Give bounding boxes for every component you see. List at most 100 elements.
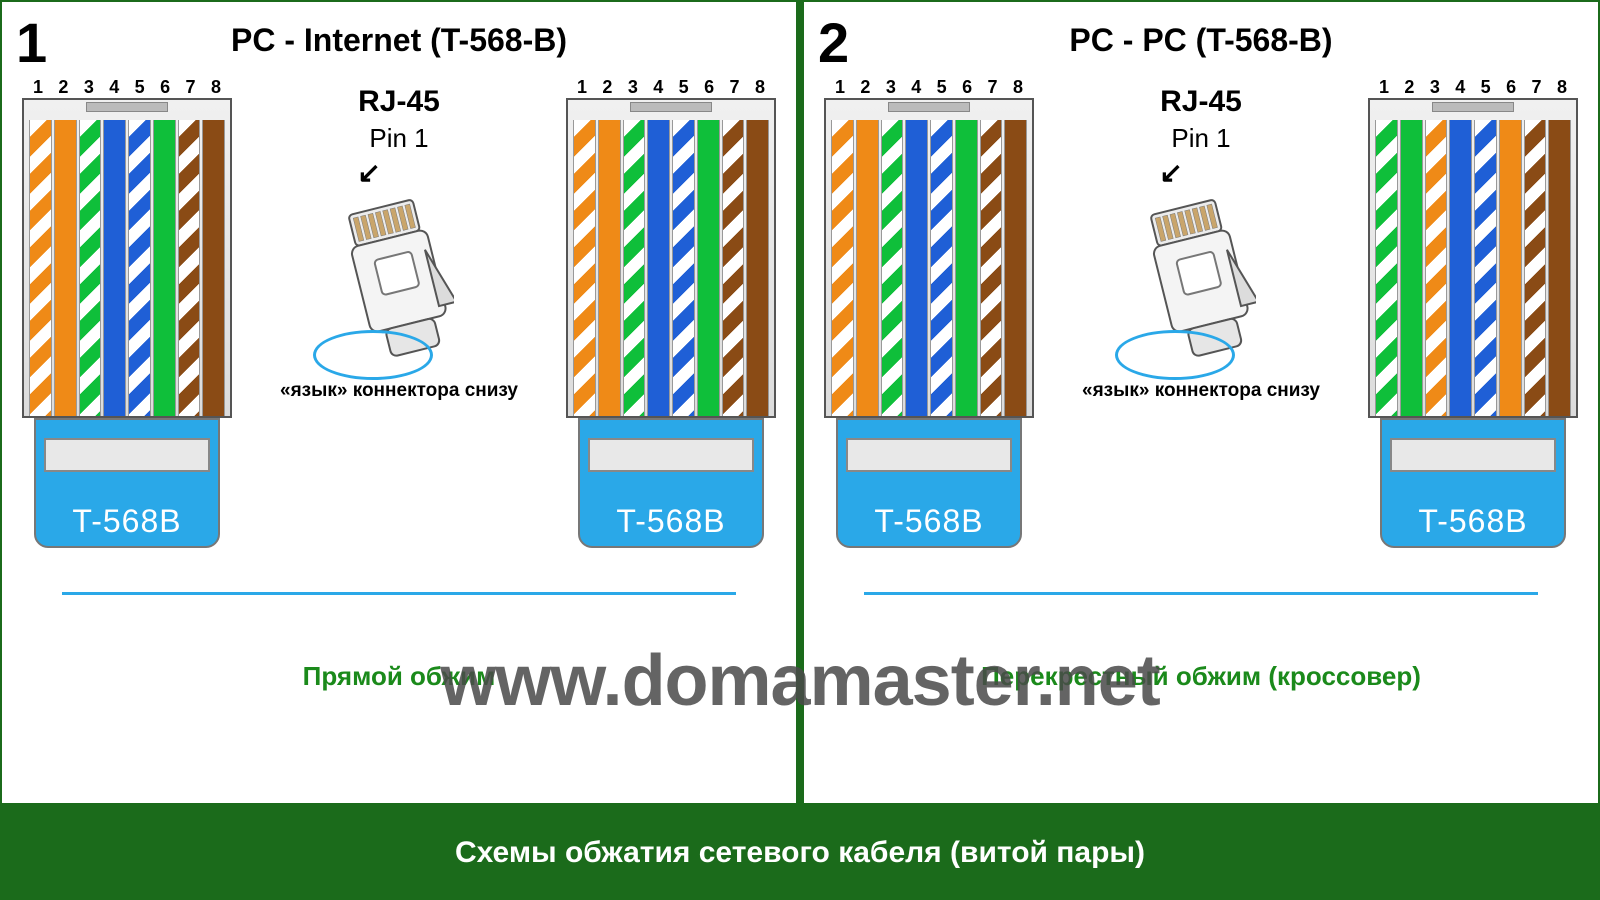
- pin-number: 5: [128, 77, 152, 98]
- pin-number: 5: [1474, 77, 1498, 98]
- wire-pin-4: [905, 120, 928, 416]
- cable-line: [864, 592, 1538, 595]
- wire-pin-2: [1400, 120, 1423, 416]
- pin-number: 8: [1550, 77, 1574, 98]
- wire-pin-3: [1425, 120, 1448, 416]
- pin-number: 8: [204, 77, 228, 98]
- pin-number: 2: [51, 77, 75, 98]
- pin-number: 4: [102, 77, 126, 98]
- pin-number: 6: [1499, 77, 1523, 98]
- wire-pin-6: [153, 120, 176, 416]
- pin-number: 3: [77, 77, 101, 98]
- arrow-icon: ↙: [1041, 156, 1301, 189]
- pin-number: 1: [1372, 77, 1396, 98]
- pin-number: 7: [981, 77, 1005, 98]
- wire-pin-1: [573, 120, 596, 416]
- pin-number: 2: [853, 77, 877, 98]
- boot-label: T-568B: [72, 503, 181, 540]
- wire-pin-6: [697, 120, 720, 416]
- pin-number: 5: [930, 77, 954, 98]
- pin-number: 7: [179, 77, 203, 98]
- pin-number: 1: [570, 77, 594, 98]
- panel-number: 2: [818, 10, 849, 75]
- panel-1: 1 PC - Internet (T-568-B) 12345678 T-568…: [2, 2, 796, 803]
- rj-label: RJ-45: [269, 85, 529, 119]
- pin-number: 2: [595, 77, 619, 98]
- plug-head: [824, 98, 1034, 418]
- plug-head: [566, 98, 776, 418]
- panel-number: 1: [16, 10, 47, 75]
- panel-2: 2 PC - PC (T-568-B) 12345678 T-568B RJ-4…: [796, 2, 1598, 803]
- rj45-connector: 12345678 T-568B: [22, 77, 232, 548]
- wire-pin-8: [1548, 120, 1571, 416]
- center-column: RJ-45 Pin 1 ↙ «язык» коннектора снизу: [1071, 77, 1331, 404]
- cable-boot: T-568B: [34, 418, 220, 548]
- pin1-label: Pin 1: [1071, 123, 1331, 154]
- footer-bar: Схемы обжатия сетевого кабеля (витой пар…: [0, 805, 1600, 900]
- rj-label: RJ-45: [1071, 85, 1331, 119]
- wire-pin-2: [54, 120, 77, 416]
- pin-number: 3: [621, 77, 645, 98]
- cable-loop-icon: [313, 330, 433, 380]
- panel-subtitle: Перекрестный обжим (кроссовер): [824, 661, 1578, 692]
- pin-number: 5: [672, 77, 696, 98]
- wire-pin-4: [647, 120, 670, 416]
- pin-number: 7: [1525, 77, 1549, 98]
- arrow-icon: ↙: [239, 156, 499, 189]
- wire-pin-2: [856, 120, 879, 416]
- pin-number-row: 12345678: [1368, 77, 1578, 98]
- wire-pin-4: [1449, 120, 1472, 416]
- pin-number: 4: [646, 77, 670, 98]
- wire-pin-7: [722, 120, 745, 416]
- pin-number-row: 12345678: [824, 77, 1034, 98]
- wire-pin-7: [178, 120, 201, 416]
- rj45-connector: 12345678 T-568B: [1368, 77, 1578, 548]
- plug-head: [1368, 98, 1578, 418]
- cable-line: [62, 592, 736, 595]
- pin-number: 6: [955, 77, 979, 98]
- diagram-row: 12345678 T-568B RJ-45 Pin 1 ↙ «язык» кон…: [22, 77, 776, 637]
- wire-pin-3: [623, 120, 646, 416]
- pin1-label: Pin 1: [269, 123, 529, 154]
- clip-note: «язык» коннектора снизу: [269, 379, 529, 404]
- wire-pin-5: [128, 120, 151, 416]
- pin-number: 7: [723, 77, 747, 98]
- cable-boot: T-568B: [578, 418, 764, 548]
- wire-pin-6: [1499, 120, 1522, 416]
- pin-number-row: 12345678: [566, 77, 776, 98]
- diagram-row: 12345678 T-568B RJ-45 Pin 1 ↙ «язык» кон…: [824, 77, 1578, 637]
- wire-pin-7: [980, 120, 1003, 416]
- cable-boot: T-568B: [836, 418, 1022, 548]
- panel-title: PC - PC (T-568-B): [824, 22, 1578, 59]
- wire-pin-1: [1375, 120, 1398, 416]
- wire-pin-8: [202, 120, 225, 416]
- plug-head: [22, 98, 232, 418]
- clip-note: «язык» коннектора снизу: [1071, 379, 1331, 404]
- cable-boot: T-568B: [1380, 418, 1566, 548]
- wire-pin-5: [672, 120, 695, 416]
- wire-pin-3: [881, 120, 904, 416]
- pin-number: 6: [153, 77, 177, 98]
- panel-title: PC - Internet (T-568-B): [22, 22, 776, 59]
- wire-pin-7: [1524, 120, 1547, 416]
- pin-number: 1: [828, 77, 852, 98]
- boot-label: T-568B: [1418, 503, 1527, 540]
- pin-number: 1: [26, 77, 50, 98]
- pin-number: 4: [904, 77, 928, 98]
- pin-number: 8: [748, 77, 772, 98]
- pin-number: 3: [879, 77, 903, 98]
- pin-number-row: 12345678: [22, 77, 232, 98]
- wire-pin-5: [1474, 120, 1497, 416]
- cable-loop-icon: [1115, 330, 1235, 380]
- pin-number: 2: [1397, 77, 1421, 98]
- wire-pin-1: [831, 120, 854, 416]
- wire-pin-8: [1004, 120, 1027, 416]
- boot-label: T-568B: [616, 503, 725, 540]
- wire-pin-5: [930, 120, 953, 416]
- wire-pin-8: [746, 120, 769, 416]
- pin-number: 6: [697, 77, 721, 98]
- wire-pin-4: [103, 120, 126, 416]
- wire-pin-6: [955, 120, 978, 416]
- boot-label: T-568B: [874, 503, 983, 540]
- diagram-main: 1 PC - Internet (T-568-B) 12345678 T-568…: [0, 0, 1600, 805]
